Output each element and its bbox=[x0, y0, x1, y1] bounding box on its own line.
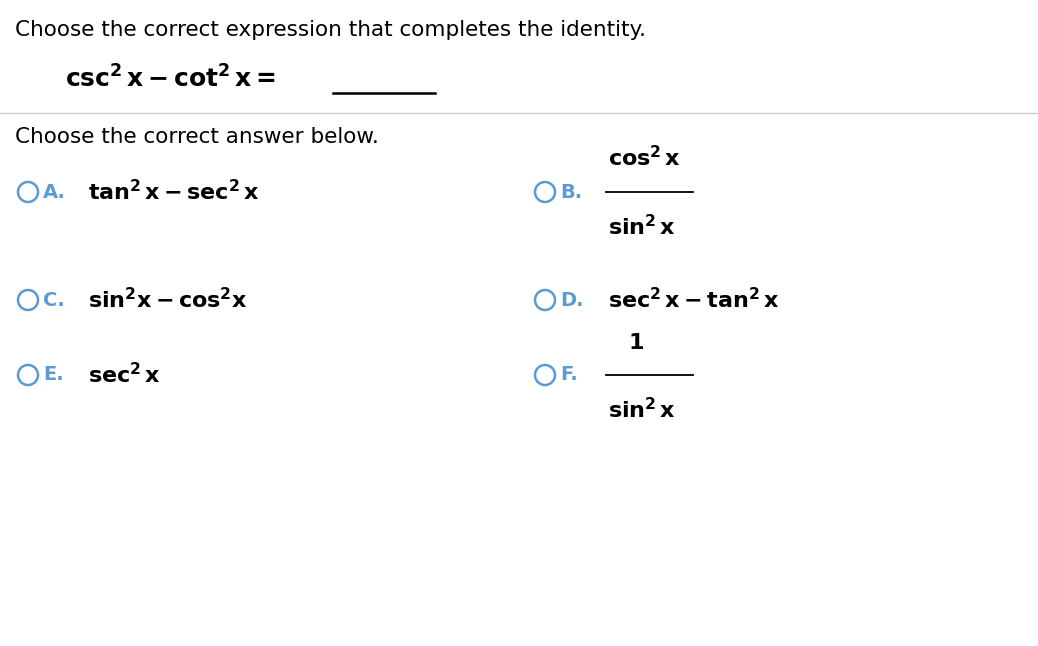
Text: D.: D. bbox=[559, 291, 583, 309]
Text: Choose the correct answer below.: Choose the correct answer below. bbox=[15, 127, 379, 147]
Text: $\bf{tan}^{\bf{2}}\,\bf{x}-\bf{sec}^{\bf{2}}\,\bf{x}$: $\bf{tan}^{\bf{2}}\,\bf{x}-\bf{sec}^{\bf… bbox=[88, 180, 260, 205]
Text: $\bf{cos}^{\bf{2}}\,\bf{x}$: $\bf{cos}^{\bf{2}}\,\bf{x}$ bbox=[608, 145, 681, 170]
Text: $\bf{csc}^{\bf{2}}\,\bf{x}-\bf{cot}^{\bf{2}}\,\bf{x}=$: $\bf{csc}^{\bf{2}}\,\bf{x}-\bf{cot}^{\bf… bbox=[65, 65, 276, 92]
Text: C.: C. bbox=[43, 291, 64, 309]
Text: $\bf{sin}^{\bf{2}}\,\bf{x}$: $\bf{sin}^{\bf{2}}\,\bf{x}$ bbox=[608, 397, 676, 422]
Text: E.: E. bbox=[43, 366, 63, 384]
Text: $\bf{sin}^{\bf{2}}\,\bf{x}$: $\bf{sin}^{\bf{2}}\,\bf{x}$ bbox=[608, 214, 676, 239]
Text: $\bf{1}$: $\bf{1}$ bbox=[628, 333, 644, 353]
Text: $\bf{sec}^{\bf{2}}\,\bf{x}-\bf{tan}^{\bf{2}}\,\bf{x}$: $\bf{sec}^{\bf{2}}\,\bf{x}-\bf{tan}^{\bf… bbox=[608, 287, 780, 313]
Text: F.: F. bbox=[559, 366, 578, 384]
Text: $\bf{sec}^{\bf{2}}\,\bf{x}$: $\bf{sec}^{\bf{2}}\,\bf{x}$ bbox=[88, 362, 161, 388]
Text: A.: A. bbox=[43, 183, 65, 202]
Text: $\bf{sin}^{\bf{2}}\bf{x}-\bf{cos}^{\bf{2}}\bf{x}$: $\bf{sin}^{\bf{2}}\bf{x}-\bf{cos}^{\bf{2… bbox=[88, 287, 247, 313]
Text: B.: B. bbox=[559, 183, 582, 202]
Text: Choose the correct expression that completes the identity.: Choose the correct expression that compl… bbox=[15, 20, 646, 40]
